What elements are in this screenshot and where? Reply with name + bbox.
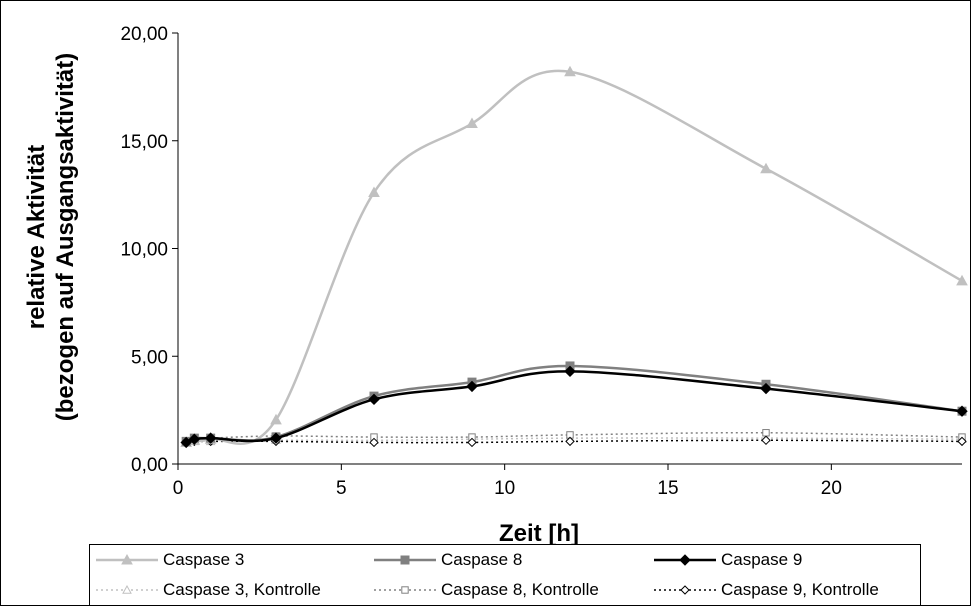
x-tick-label: 0	[173, 478, 184, 499]
data-point	[188, 433, 201, 445]
axes: 0,00 5,00 10,00 15,00 20,00 0 5 10 15 20	[120, 24, 962, 499]
data-point	[956, 274, 968, 286]
line-chart: 0,00 5,00 10,00 15,00 20,00 0 5 10 15 20 Zeit [h]…	[23, 24, 968, 544]
x-tick-label: 5	[336, 478, 347, 499]
data-point	[466, 380, 478, 393]
data-point	[466, 117, 478, 129]
legend-marker	[401, 586, 409, 594]
series-layer	[180, 65, 968, 449]
legend-swatch	[374, 586, 436, 594]
plot-area	[178, 33, 962, 464]
plot-background	[178, 33, 962, 464]
x-tick-label: 10	[494, 478, 515, 499]
data-point	[180, 436, 192, 449]
legend-entry: Caspase 3	[94, 547, 244, 573]
legend-label: Caspase 8	[441, 550, 523, 569]
legend-label: Caspase 9	[721, 550, 803, 569]
data-point	[467, 437, 477, 448]
legend-marker	[679, 554, 691, 566]
legend-label: Caspase 8, Kontrolle	[441, 580, 599, 599]
data-point	[762, 429, 770, 437]
legend: Caspase 3 Caspase 8 Caspase 9 Caspase 3, Ko…	[89, 544, 921, 606]
y-tick-label: 15,00	[120, 132, 168, 153]
data-point	[564, 365, 576, 378]
data-point	[760, 162, 772, 174]
data-point	[956, 405, 968, 417]
legend-marker	[121, 553, 133, 565]
legend-label: Caspase 9, Kontrolle	[721, 580, 879, 599]
legend-marker	[680, 585, 690, 595]
y-tick-label: 0,00	[131, 455, 168, 476]
legend-swatch	[654, 585, 716, 595]
x-tick-label: 20	[821, 478, 842, 499]
legend-entry: Caspase 9	[652, 547, 802, 573]
legend-entry: Caspase 3, Kontrolle	[94, 577, 321, 603]
y-axis-title-line-2: (bezogen auf Ausgangsaktivität)	[52, 53, 79, 421]
data-point	[204, 432, 217, 444]
y-tick-label: 10,00	[120, 240, 168, 261]
legend-swatch	[374, 555, 436, 565]
legend-marker	[122, 584, 132, 594]
data-point	[761, 435, 771, 446]
data-point	[957, 436, 967, 447]
data-point	[564, 65, 576, 77]
data-point	[368, 186, 380, 197]
data-point	[760, 382, 772, 395]
y-tick-label: 20,00	[120, 24, 168, 45]
series-3	[180, 365, 968, 449]
data-point	[368, 393, 380, 406]
legend-swatch	[654, 554, 716, 566]
legend-swatch	[96, 584, 158, 594]
x-tick-label: 15	[657, 478, 678, 499]
legend-entry: Caspase 8, Kontrolle	[372, 577, 599, 603]
y-axis-title-line-1: relative Aktivität	[23, 145, 50, 330]
legend-entry: Caspase 8	[372, 547, 522, 573]
legend-label: Caspase 3, Kontrolle	[163, 580, 321, 599]
y-tick-label: 5,00	[131, 347, 168, 368]
data-point	[270, 413, 282, 425]
legend-swatch	[96, 553, 158, 565]
data-point	[270, 432, 282, 444]
legend-marker	[400, 555, 410, 565]
legend-label: Caspase 3	[163, 550, 245, 569]
legend-entry: Caspase 9, Kontrolle	[652, 577, 879, 603]
x-axis-title: Zeit [h]	[499, 520, 579, 544]
data-point	[565, 436, 575, 447]
data-point	[369, 437, 379, 448]
